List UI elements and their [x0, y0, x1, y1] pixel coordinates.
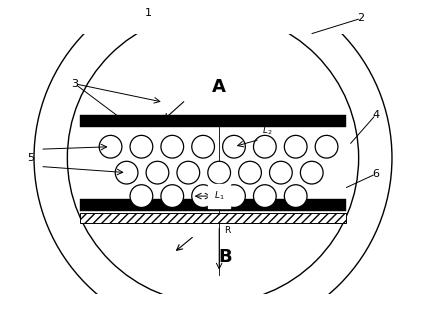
- Ellipse shape: [284, 185, 307, 207]
- Text: $L_1$: $L_1$: [214, 190, 225, 202]
- Ellipse shape: [315, 135, 338, 158]
- Ellipse shape: [270, 161, 292, 184]
- Ellipse shape: [223, 185, 245, 207]
- Text: 6: 6: [372, 169, 380, 179]
- Bar: [80, 114, 346, 127]
- Ellipse shape: [115, 161, 138, 184]
- Bar: [80, 214, 346, 223]
- Ellipse shape: [192, 185, 214, 207]
- Ellipse shape: [239, 161, 262, 184]
- Ellipse shape: [192, 135, 214, 158]
- Text: R: R: [224, 226, 230, 235]
- Ellipse shape: [177, 161, 200, 184]
- Ellipse shape: [146, 161, 169, 184]
- Text: A: A: [212, 78, 226, 96]
- Ellipse shape: [161, 135, 184, 158]
- Ellipse shape: [253, 135, 276, 158]
- Text: B: B: [219, 248, 232, 266]
- Text: R: R: [248, 117, 254, 126]
- Ellipse shape: [99, 135, 122, 158]
- Text: 5: 5: [27, 153, 34, 163]
- Ellipse shape: [130, 135, 153, 158]
- Ellipse shape: [253, 185, 276, 207]
- Ellipse shape: [208, 161, 230, 184]
- Ellipse shape: [161, 185, 184, 207]
- Bar: [80, 198, 346, 211]
- Text: 4: 4: [372, 110, 380, 120]
- Ellipse shape: [284, 135, 307, 158]
- Ellipse shape: [130, 185, 153, 207]
- Text: 3: 3: [71, 79, 78, 89]
- Ellipse shape: [300, 161, 323, 184]
- Text: 1: 1: [145, 9, 153, 18]
- Text: $L_2$: $L_2$: [262, 124, 273, 137]
- Text: 2: 2: [357, 13, 365, 23]
- Ellipse shape: [223, 135, 245, 158]
